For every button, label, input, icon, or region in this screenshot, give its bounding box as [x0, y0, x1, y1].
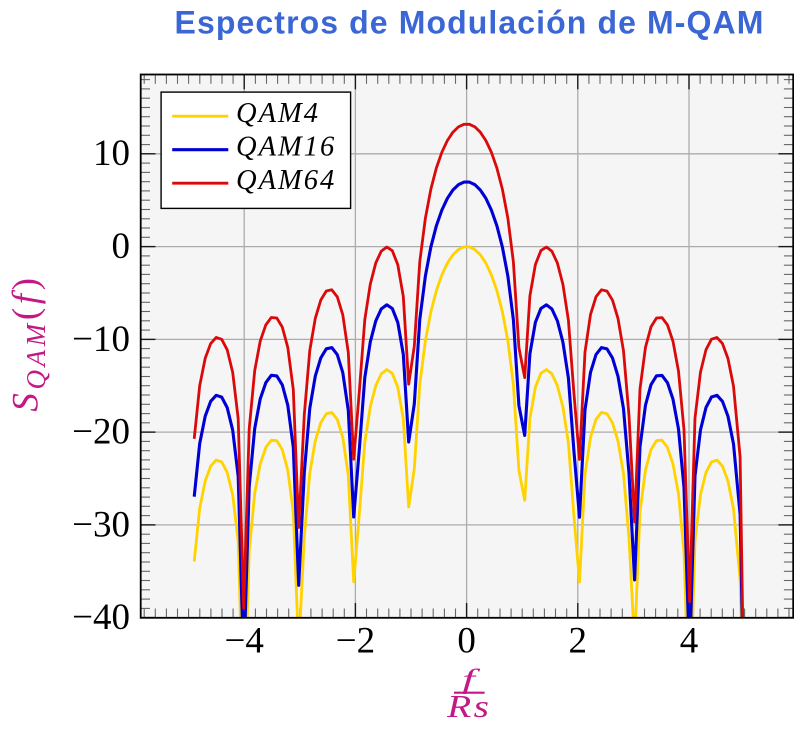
svg-text:QAM64: QAM64 — [236, 165, 336, 196]
svg-text:Rs: Rs — [446, 689, 491, 724]
svg-text:10: 10 — [93, 133, 130, 174]
svg-text:Espectros de Modulación de M-Q: Espectros de Modulación de M-QAM — [175, 5, 765, 41]
svg-text:−2: −2 — [336, 621, 375, 662]
svg-text:QAM16: QAM16 — [236, 131, 336, 162]
svg-text:2: 2 — [569, 621, 588, 662]
svg-text:QAM4: QAM4 — [236, 98, 320, 129]
svg-text:−30: −30 — [72, 504, 130, 545]
svg-text:0: 0 — [112, 226, 131, 267]
svg-text:SQAM(f): SQAM(f) — [6, 274, 52, 411]
svg-text:−40: −40 — [72, 597, 130, 638]
svg-text:0: 0 — [457, 621, 476, 662]
svg-text:−10: −10 — [72, 319, 130, 360]
svg-text:−20: −20 — [72, 412, 130, 453]
svg-text:−4: −4 — [225, 621, 264, 662]
svg-text:4: 4 — [680, 621, 699, 662]
